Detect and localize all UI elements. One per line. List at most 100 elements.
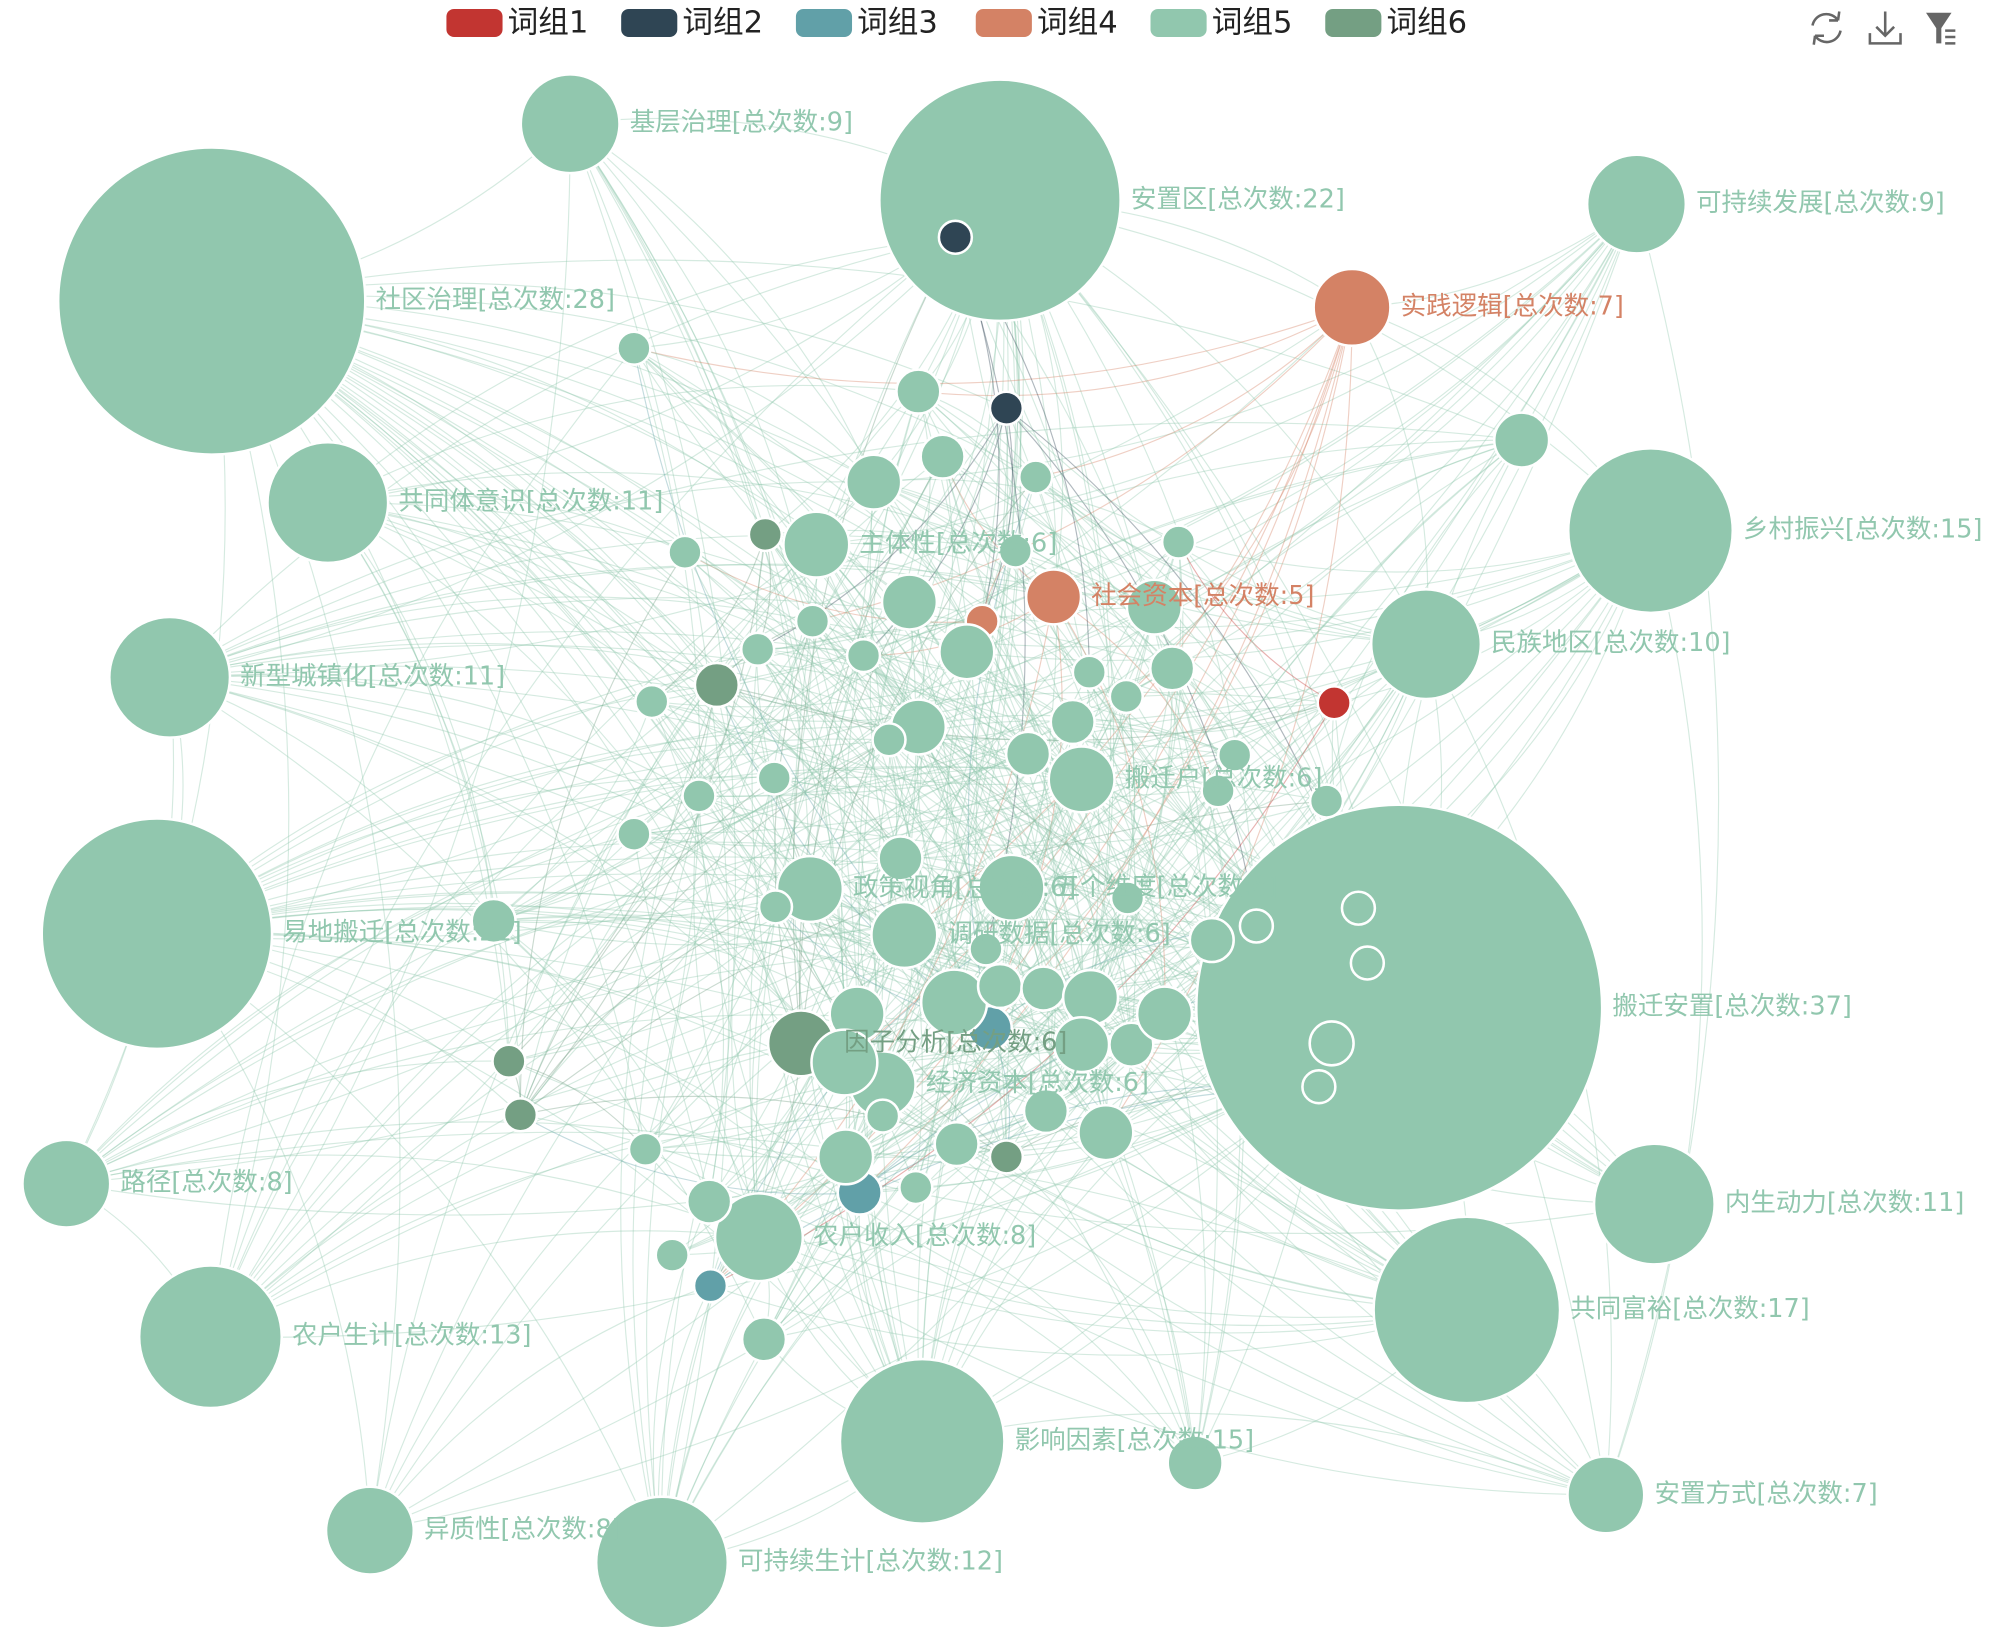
edge: [66, 1060, 509, 1185]
edge: [211, 259, 1522, 441]
edge: [915, 391, 978, 1188]
node: [756, 760, 792, 796]
download-button[interactable]: [1868, 11, 1902, 45]
node: [491, 1043, 527, 1079]
node: [56, 146, 367, 456]
edge: [209, 300, 290, 1337]
edge: [774, 621, 814, 1044]
edge: [508, 456, 943, 1062]
edge: [651, 534, 766, 702]
node: [40, 817, 274, 1051]
node: [616, 816, 652, 852]
edge: [633, 778, 1082, 847]
node: [933, 1120, 980, 1168]
node: [1061, 968, 1120, 1027]
edge: [873, 481, 1173, 669]
edge: [999, 200, 1218, 1464]
edge: [209, 726, 919, 1338]
node: [880, 573, 939, 631]
node: [845, 637, 882, 674]
node: [519, 73, 621, 175]
edge: [966, 530, 1651, 661]
edge: [519, 551, 686, 1115]
edge: [716, 684, 1128, 899]
edge: [1035, 307, 1353, 478]
edge: [921, 897, 1129, 1442]
edge: [763, 203, 1638, 1340]
node: [470, 897, 517, 945]
edge: [156, 892, 1165, 1015]
node-label: 可持续生计[总次数:12]: [738, 1547, 1003, 1577]
edge: [156, 908, 991, 1029]
legend-swatch: [446, 8, 503, 38]
edge: [633, 739, 890, 835]
edge: [66, 1131, 1468, 1311]
legend-label: 词组1: [508, 6, 589, 41]
edge: [169, 422, 1522, 678]
edge: [169, 236, 956, 678]
edge: [211, 300, 991, 1029]
edge: [632, 649, 759, 1563]
node: [1200, 773, 1236, 809]
node: [1022, 1087, 1070, 1135]
edge: [156, 933, 923, 1442]
node: [1071, 654, 1108, 690]
restore-button[interactable]: [1811, 11, 1842, 45]
node: [1592, 1142, 1716, 1266]
edge: [156, 726, 919, 935]
edge: [985, 926, 1212, 950]
edge: [873, 481, 1090, 673]
node: [594, 1495, 730, 1630]
edge: [888, 203, 1637, 741]
edge: [1072, 530, 1651, 723]
edge: [917, 456, 954, 728]
edge: [684, 552, 777, 907]
node: [968, 931, 1004, 967]
edge: [569, 123, 736, 1202]
edge: [863, 408, 1007, 657]
edge: [755, 456, 944, 1238]
node: [877, 835, 924, 882]
node: [1049, 698, 1096, 746]
node-label: 社会资本[总次数:5]: [1091, 581, 1314, 611]
edge: [922, 1412, 1607, 1496]
legend-label: 词组2: [682, 6, 763, 41]
edge: [156, 691, 1335, 935]
edge: [698, 795, 923, 1442]
edge: [209, 648, 758, 1337]
edge: [633, 347, 1132, 1045]
edge: [758, 939, 1212, 1238]
node: [1004, 730, 1052, 778]
edge: [169, 199, 1001, 678]
node-label: 搬迁户[总次数:6]: [1125, 763, 1323, 793]
edge: [493, 439, 1522, 922]
edge: [873, 481, 1327, 802]
edge: [211, 300, 1044, 989]
edge: [1005, 407, 1427, 645]
node: [1188, 916, 1235, 964]
edge: [508, 1060, 646, 1150]
edge: [210, 667, 1173, 1338]
edge: [493, 920, 710, 1202]
filter-button[interactable]: [1926, 12, 1956, 45]
node: [502, 1097, 539, 1133]
edge: [999, 200, 1112, 1045]
edge: [633, 833, 1607, 1496]
edge: [661, 997, 1091, 1563]
edge: [1005, 1156, 1196, 1464]
edge: [873, 203, 1637, 483]
label-layer: 基层治理[总次数:9] 安置区[总次数:22] 可持续发展[总次数:9] 社区治理[总…: [120, 108, 1982, 1577]
node: [654, 1237, 690, 1273]
edge: [65, 777, 775, 1185]
node: [919, 433, 966, 480]
node: [266, 440, 390, 565]
edge: [508, 778, 1083, 1062]
edge: [327, 502, 802, 1044]
edge: [918, 306, 1353, 397]
edge: [1011, 530, 1651, 889]
node-label: 搬迁安置[总次数:37]: [1612, 992, 1851, 1022]
edge: [519, 739, 890, 1116]
edge: [169, 674, 700, 797]
node: [1024, 568, 1083, 626]
